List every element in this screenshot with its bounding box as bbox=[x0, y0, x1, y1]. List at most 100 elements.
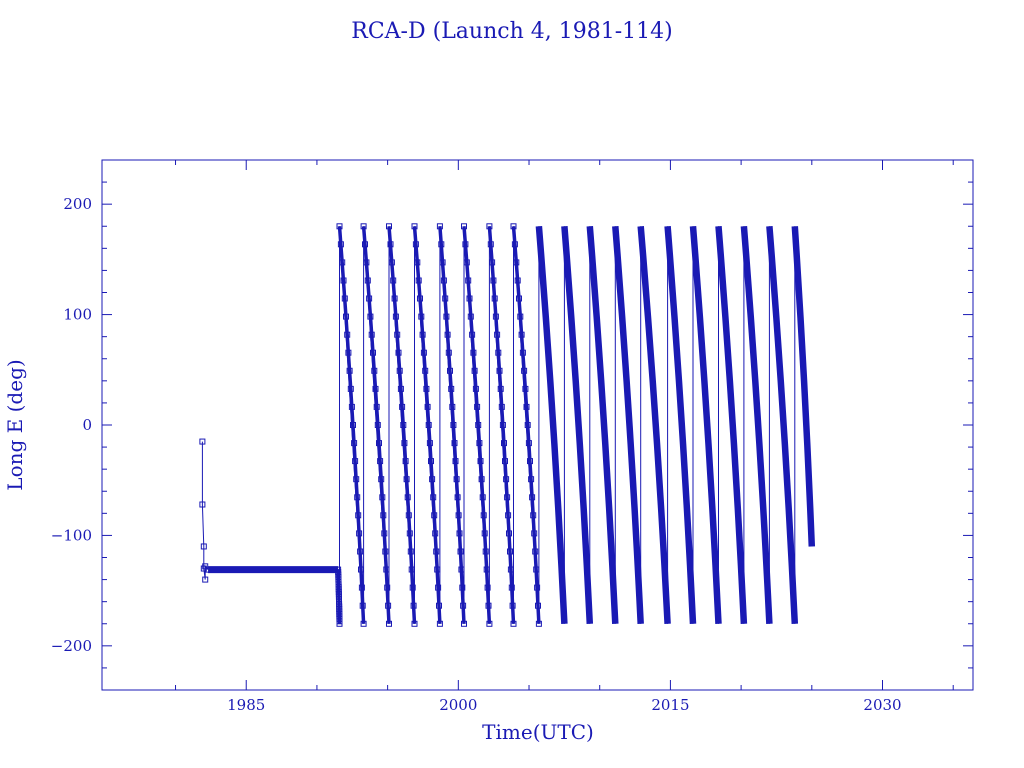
x-tick-label: 2000 bbox=[439, 696, 477, 714]
data-point-marker bbox=[435, 584, 442, 591]
data-point-marker bbox=[516, 295, 522, 302]
data-point-marker bbox=[503, 476, 510, 483]
data-point-marker bbox=[415, 277, 422, 284]
data-point-marker bbox=[461, 223, 467, 230]
data-point-marker bbox=[451, 440, 458, 447]
data-point-marker bbox=[341, 295, 348, 302]
data-point-marker bbox=[433, 548, 440, 555]
data-point-marker bbox=[411, 223, 418, 230]
data-point-marker bbox=[491, 295, 498, 302]
data-point-marker bbox=[418, 313, 425, 320]
data-point-marker bbox=[367, 313, 374, 320]
drift-cycle-trace bbox=[586, 226, 619, 624]
data-point-marker bbox=[471, 367, 478, 374]
data-point-marker bbox=[535, 602, 541, 609]
data-point-marker bbox=[358, 566, 364, 573]
data-point-marker bbox=[368, 331, 375, 338]
y-tick-label: −100 bbox=[51, 526, 92, 544]
data-point-marker bbox=[397, 385, 404, 392]
drift-cycle-trace bbox=[487, 226, 516, 624]
data-point-marker bbox=[363, 259, 370, 266]
data-point-marker bbox=[420, 349, 427, 356]
data-point-marker bbox=[348, 403, 355, 410]
data-point-marker bbox=[519, 349, 526, 356]
data-point-marker bbox=[485, 602, 492, 609]
data-point-marker bbox=[486, 620, 493, 627]
data-point-marker bbox=[422, 367, 429, 374]
data-point-marker bbox=[414, 259, 421, 266]
drift-cycle-trace bbox=[637, 226, 671, 624]
data-series-group bbox=[199, 223, 816, 627]
data-point-marker bbox=[494, 331, 501, 338]
data-point-marker bbox=[396, 367, 403, 374]
data-point-marker bbox=[463, 259, 470, 266]
data-point-marker bbox=[353, 476, 360, 483]
data-point-marker bbox=[370, 349, 376, 356]
data-point-marker bbox=[200, 543, 207, 550]
data-point-marker bbox=[428, 458, 434, 465]
data-point-marker bbox=[371, 367, 378, 374]
data-point-marker bbox=[502, 458, 508, 465]
data-point-marker bbox=[425, 422, 432, 428]
data-point-marker bbox=[452, 458, 459, 465]
x-tick-label: 2030 bbox=[863, 696, 901, 714]
data-point-marker bbox=[514, 277, 521, 284]
drift-cycle-trace bbox=[438, 226, 466, 624]
drift-cycle-trace bbox=[689, 226, 722, 624]
data-point-marker bbox=[350, 422, 356, 428]
data-point-marker bbox=[521, 367, 528, 374]
data-point-marker bbox=[447, 367, 453, 374]
x-tick-group: 1985 2000 2015 2030 bbox=[175, 160, 954, 714]
data-point-marker bbox=[362, 241, 368, 248]
data-point-marker bbox=[479, 494, 486, 501]
drift-start-line bbox=[201, 441, 209, 580]
y-tick-label: −200 bbox=[51, 637, 92, 655]
data-point-marker bbox=[511, 241, 518, 248]
drift-cycle-trace bbox=[740, 226, 773, 624]
data-point-marker bbox=[438, 241, 445, 248]
drift-cycle-trace bbox=[511, 226, 541, 624]
data-point-marker bbox=[482, 548, 489, 555]
data-point-marker bbox=[202, 576, 209, 583]
data-point-marker bbox=[496, 367, 503, 374]
data-point-marker bbox=[344, 331, 351, 338]
data-point-marker bbox=[383, 566, 390, 573]
data-point-marker bbox=[426, 440, 433, 447]
data-point-marker bbox=[477, 458, 484, 465]
data-point-marker bbox=[472, 385, 479, 392]
data-point-marker bbox=[532, 548, 539, 555]
data-point-marker bbox=[442, 295, 449, 302]
data-point-marker bbox=[517, 313, 524, 320]
data-point-marker bbox=[524, 422, 531, 428]
data-point-marker bbox=[379, 494, 386, 501]
data-point-marker bbox=[478, 476, 485, 483]
data-point-marker bbox=[513, 259, 520, 266]
data-point-marker bbox=[476, 440, 483, 447]
y-tick-label: 0 bbox=[82, 416, 92, 434]
data-point-marker bbox=[411, 620, 418, 627]
data-point-marker bbox=[487, 241, 494, 248]
data-point-marker bbox=[392, 313, 399, 320]
data-point-marker bbox=[456, 530, 463, 537]
data-point-marker bbox=[462, 241, 469, 248]
data-point-marker bbox=[507, 566, 514, 573]
data-point-marker bbox=[406, 530, 413, 537]
data-point-marker bbox=[394, 331, 401, 338]
data-point-marker bbox=[386, 620, 392, 627]
drift-cycle-trace bbox=[387, 226, 417, 624]
data-point-marker bbox=[404, 494, 411, 501]
data-point-marker bbox=[360, 223, 367, 230]
data-point-marker bbox=[400, 422, 407, 428]
data-point-marker bbox=[430, 494, 437, 501]
data-point-marker bbox=[505, 512, 512, 519]
data-point-marker bbox=[378, 476, 385, 483]
drift-cycle-trace bbox=[361, 226, 391, 624]
data-point-marker bbox=[395, 349, 402, 356]
data-point-marker bbox=[475, 422, 482, 428]
data-point-marker bbox=[534, 584, 541, 591]
data-point-marker bbox=[469, 331, 476, 338]
data-point-marker bbox=[535, 620, 542, 627]
data-point-marker bbox=[497, 385, 504, 392]
data-point-marker bbox=[489, 259, 496, 266]
data-point-marker bbox=[529, 494, 536, 501]
